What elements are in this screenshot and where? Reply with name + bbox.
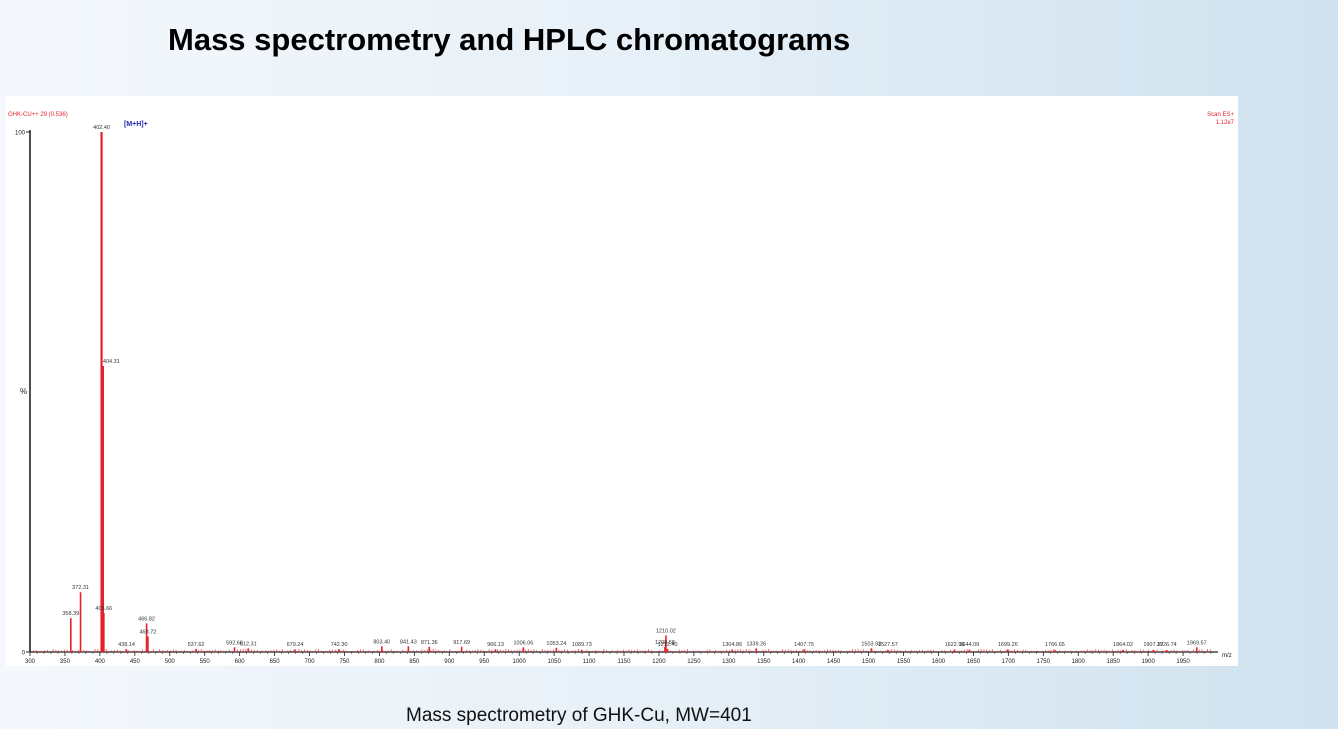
peak-label: 1339.26 — [746, 641, 766, 647]
peak-label: 841.43 — [400, 639, 417, 645]
x-tick-label: 1150 — [618, 659, 632, 665]
peak-label: 1212.40 — [658, 642, 678, 648]
x-tick-label: 650 — [270, 659, 281, 665]
peak-label: 612.31 — [240, 641, 257, 647]
peak-label: 1304.86 — [722, 642, 742, 648]
molecular-ion-annotation: [M+H]+ — [124, 121, 148, 128]
peak-label: 1969.57 — [1187, 640, 1207, 646]
mass-spectrum-chart: GHK-CU++ 29 (0.536) Scan ES+ 1.12e7 % m/… — [8, 112, 1235, 665]
x-tick-label: 400 — [95, 659, 106, 665]
peak-label: 1053.24 — [546, 641, 566, 647]
peak-label: 917.69 — [453, 640, 470, 646]
peak-label: 1766.65 — [1045, 642, 1065, 648]
x-tick-label: 450 — [130, 659, 141, 665]
x-tick-label: 300 — [25, 659, 36, 665]
y-tick-label: 0 — [22, 651, 26, 657]
peak-label: 372.31 — [72, 585, 89, 591]
peak-label: 466.82 — [138, 616, 155, 622]
scan-mode-label: Scan ES+ — [1207, 112, 1234, 118]
peak-label: 679.24 — [287, 642, 304, 648]
peak-label: 358.39 — [62, 611, 79, 617]
chart-axes: 0 100 300 350 400 450 500 550 600 650 700 750 800 850… — [15, 130, 1218, 665]
x-tick-label: 1100 — [583, 659, 597, 665]
peak-label: 871.36 — [421, 640, 438, 646]
peak-labels: 402.40 404.31 372.31 358.39 405.66 466.82 468.… — [62, 125, 1206, 648]
x-tick-label: 1800 — [1072, 659, 1086, 665]
y-axis-label: % — [20, 387, 27, 396]
peak-label: 438.14 — [118, 642, 135, 648]
page-title: Mass spectrometry and HPLC chromatograms — [168, 22, 851, 57]
peak-label: 405.66 — [95, 606, 112, 612]
spectrum-panel: GHK-CU++ 29 (0.536) Scan ES+ 1.12e7 % m/… — [6, 96, 1238, 666]
peak-label: 1926.74 — [1157, 642, 1177, 648]
peak-bars — [70, 132, 1198, 652]
x-axis-label: m/z — [1222, 653, 1232, 659]
x-tick-label: 1900 — [1141, 659, 1155, 665]
figure-caption: Mass spectrometry of GHK-Cu, MW=401 — [406, 705, 752, 726]
peak-label: 1089.73 — [572, 642, 592, 648]
peak-label: 1622.96 — [945, 642, 965, 648]
peak-label: 966.13 — [487, 642, 504, 648]
peak-label: 1407.75 — [794, 642, 814, 648]
peak-label: 468.72 — [139, 629, 156, 635]
x-tick-label: 800 — [374, 659, 385, 665]
peak-label: 592.66 — [226, 640, 243, 646]
x-tick-label: 1200 — [652, 659, 666, 665]
peak-label: 1864.02 — [1113, 642, 1133, 648]
peak-label: 1644.09 — [959, 642, 979, 648]
x-tick-label: 900 — [444, 659, 455, 665]
scan-intensity-label: 1.12e7 — [1216, 120, 1235, 126]
x-tick-label: 700 — [305, 659, 316, 665]
x-tick-label: 1850 — [1106, 659, 1120, 665]
peak-label: 1699.26 — [998, 642, 1018, 648]
scan-id-label: GHK-CU++ 29 (0.536) — [8, 112, 68, 118]
x-tick-label: 1300 — [722, 659, 736, 665]
peak-label: 1006.06 — [513, 640, 533, 646]
peak-label: 1907.37 — [1143, 642, 1163, 648]
x-tick-label: 500 — [165, 659, 176, 665]
baseline-noise — [33, 648, 1211, 652]
x-tick-label: 1250 — [687, 659, 701, 665]
x-tick-label: 850 — [409, 659, 420, 665]
x-tick-label: 1650 — [967, 659, 981, 665]
peak-label: 1210.02 — [656, 628, 676, 634]
x-tick-label: 1700 — [1002, 659, 1016, 665]
peak-label: 402.40 — [93, 125, 110, 131]
x-tick-label: 1400 — [792, 659, 806, 665]
x-tick-label: 350 — [60, 659, 71, 665]
peak-label: 537.62 — [188, 642, 205, 648]
x-tick-label: 1050 — [547, 659, 561, 665]
x-tick-label: 1500 — [862, 659, 876, 665]
peak-label: 1208.58 — [655, 640, 675, 646]
peak-label: 404.31 — [103, 359, 120, 365]
peak-label: 1503.93 — [861, 641, 881, 647]
x-tick-label: 750 — [339, 659, 350, 665]
x-tick-label: 950 — [479, 659, 490, 665]
x-tick-label: 1550 — [897, 659, 911, 665]
x-tick-label: 1000 — [512, 659, 526, 665]
x-tick-label: 1450 — [827, 659, 841, 665]
x-tick-label: 1750 — [1037, 659, 1051, 665]
peak-label: 803.40 — [373, 639, 390, 645]
x-tick-label: 1350 — [757, 659, 771, 665]
peak-label: 742.30 — [331, 642, 348, 648]
y-tick-label: 100 — [15, 131, 26, 137]
x-tick-label: 550 — [200, 659, 211, 665]
x-tick-label: 1950 — [1176, 659, 1190, 665]
x-tick-label: 600 — [235, 659, 246, 665]
x-tick-label: 1600 — [932, 659, 946, 665]
peak-label: 1527.57 — [878, 642, 898, 648]
